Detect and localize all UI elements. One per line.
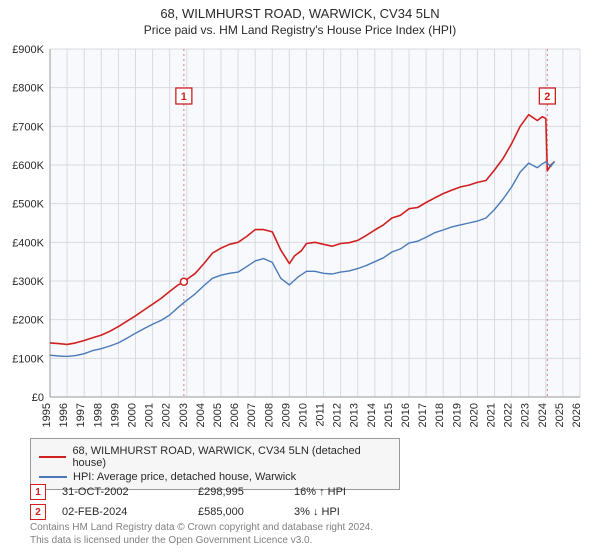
svg-text:£700K: £700K: [12, 121, 44, 133]
svg-text:2017: 2017: [417, 403, 429, 427]
svg-text:2026: 2026: [571, 403, 583, 427]
footer-line-1: Contains HM Land Registry data © Crown c…: [30, 522, 373, 535]
svg-text:2007: 2007: [246, 403, 258, 427]
svg-text:2013: 2013: [349, 403, 361, 427]
svg-text:2000: 2000: [126, 403, 138, 427]
svg-text:2014: 2014: [366, 403, 378, 427]
svg-text:2018: 2018: [434, 403, 446, 427]
sale-price: £585,000: [198, 506, 278, 518]
line-chart: £0 £100K £200K £300K £400K £500K £600K £700K £80…: [0, 41, 600, 431]
sale-marker-icon: 1: [30, 484, 46, 500]
svg-text:£0: £0: [32, 392, 44, 404]
svg-text:1996: 1996: [58, 403, 70, 427]
sale-row: 1 31-OCT-2002 £298,995 16% ↑ HPI: [30, 484, 346, 500]
svg-text:2008: 2008: [263, 403, 275, 427]
svg-text:2004: 2004: [195, 403, 207, 427]
legend-row: 68, WILMHURST ROAD, WARWICK, CV34 5LN (d…: [39, 445, 391, 469]
svg-text:2002: 2002: [161, 403, 173, 427]
sale-marker-icon: 2: [30, 504, 46, 520]
svg-text:2024: 2024: [537, 403, 549, 427]
svg-text:£300K: £300K: [12, 276, 44, 288]
page-subtitle: Price paid vs. HM Land Registry's House …: [0, 21, 600, 41]
svg-text:£100K: £100K: [12, 353, 44, 365]
svg-text:2016: 2016: [400, 403, 412, 427]
svg-text:2006: 2006: [229, 403, 241, 427]
svg-text:£800K: £800K: [12, 83, 44, 95]
svg-text:2022: 2022: [503, 403, 515, 427]
chart-container: 68, WILMHURST ROAD, WARWICK, CV34 5LN Pr…: [0, 0, 600, 560]
svg-text:2015: 2015: [383, 403, 395, 427]
sale-date: 02-FEB-2024: [62, 506, 182, 518]
svg-text:£500K: £500K: [12, 199, 44, 211]
svg-text:2012: 2012: [332, 403, 344, 427]
sale-hpi: 3% ↓ HPI: [294, 506, 340, 518]
svg-text:£200K: £200K: [12, 315, 44, 327]
svg-text:2005: 2005: [212, 403, 224, 427]
svg-text:2025: 2025: [554, 403, 566, 427]
svg-text:2001: 2001: [144, 403, 156, 427]
sale-markers-table: 1 31-OCT-2002 £298,995 16% ↑ HPI 2 02-FEB-202…: [30, 480, 346, 524]
sale-hpi: 16% ↑ HPI: [294, 486, 346, 498]
svg-text:2003: 2003: [178, 403, 190, 427]
svg-text:2011: 2011: [315, 403, 327, 427]
svg-text:1997: 1997: [75, 403, 87, 427]
svg-text:1998: 1998: [92, 403, 104, 427]
svg-text:2020: 2020: [468, 403, 480, 427]
page-title: 68, WILMHURST ROAD, WARWICK, CV34 5LN: [0, 0, 600, 21]
legend-label: 68, WILMHURST ROAD, WARWICK, CV34 5LN (d…: [72, 445, 391, 469]
svg-text:£400K: £400K: [12, 237, 44, 249]
legend-swatch: [39, 456, 66, 458]
svg-text:2: 2: [544, 91, 550, 103]
svg-text:2019: 2019: [451, 403, 463, 427]
legend-swatch: [39, 476, 67, 478]
svg-text:2009: 2009: [280, 403, 292, 427]
sale-row: 2 02-FEB-2024 £585,000 3% ↓ HPI: [30, 504, 346, 520]
svg-text:2023: 2023: [520, 403, 532, 427]
chart-area: £0 £100K £200K £300K £400K £500K £600K £700K £80…: [0, 41, 600, 431]
svg-text:1: 1: [181, 91, 187, 103]
svg-text:1995: 1995: [41, 403, 53, 427]
svg-text:£900K: £900K: [12, 44, 44, 56]
svg-text:1999: 1999: [109, 403, 121, 427]
svg-text:£600K: £600K: [12, 160, 44, 172]
svg-text:2021: 2021: [486, 403, 498, 427]
footer-line-2: This data is licensed under the Open Gov…: [30, 535, 373, 548]
svg-text:2010: 2010: [297, 403, 309, 427]
sale-date: 31-OCT-2002: [62, 486, 182, 498]
sale-price: £298,995: [198, 486, 278, 498]
footer-attribution: Contains HM Land Registry data © Crown c…: [30, 522, 373, 547]
